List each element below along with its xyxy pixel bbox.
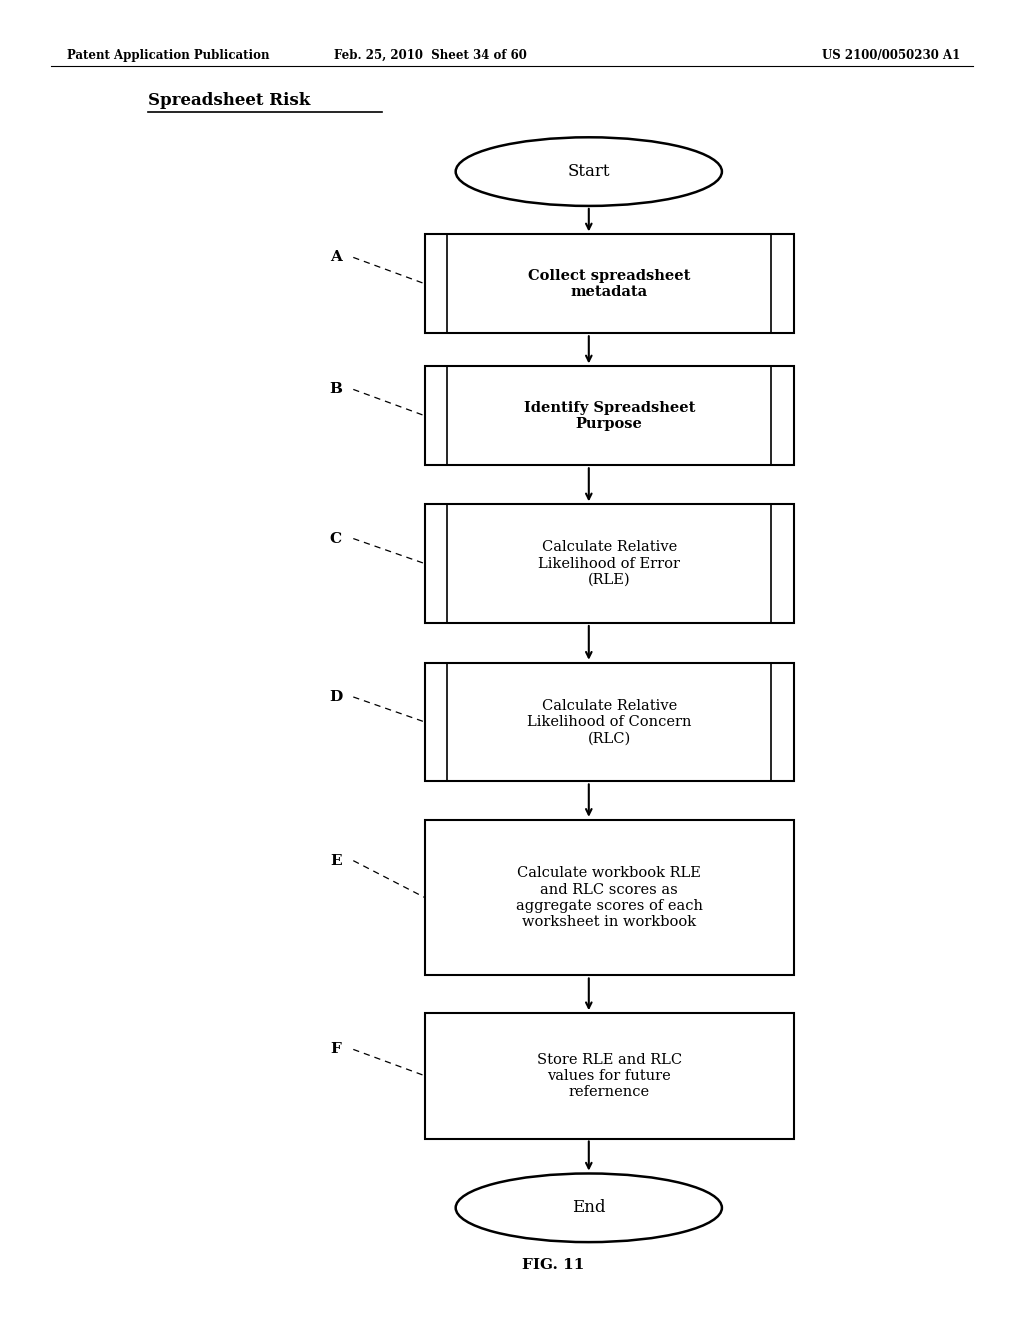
Text: A: A	[330, 251, 342, 264]
Text: B: B	[330, 383, 342, 396]
Text: C: C	[330, 532, 342, 545]
Text: Feb. 25, 2010  Sheet 34 of 60: Feb. 25, 2010 Sheet 34 of 60	[334, 49, 526, 62]
Text: Calculate Relative
Likelihood of Error
(RLE): Calculate Relative Likelihood of Error (…	[539, 540, 680, 587]
Text: Store RLE and RLC
values for future
refernence: Store RLE and RLC values for future refe…	[537, 1052, 682, 1100]
Text: FIG. 11: FIG. 11	[522, 1258, 584, 1271]
Text: Calculate Relative
Likelihood of Concern
(RLC): Calculate Relative Likelihood of Concern…	[527, 698, 691, 746]
Bar	[425, 663, 794, 781]
Text: End: End	[572, 1200, 605, 1216]
Text: Start: Start	[567, 164, 610, 180]
Bar	[425, 1014, 794, 1138]
Text: US 2100/0050230 A1: US 2100/0050230 A1	[821, 49, 961, 62]
Bar	[425, 504, 794, 623]
Text: D: D	[330, 690, 342, 704]
Text: E: E	[330, 854, 342, 867]
Bar	[425, 820, 794, 975]
Text: Patent Application Publication: Patent Application Publication	[67, 49, 269, 62]
Bar	[425, 235, 794, 333]
Text: Calculate workbook RLE
and RLC scores as
aggregate scores of each
worksheet in w: Calculate workbook RLE and RLC scores as…	[516, 866, 702, 929]
Text: F: F	[331, 1043, 341, 1056]
Text: Collect spreadsheet
metadata: Collect spreadsheet metadata	[528, 269, 690, 298]
Text: Identify Spreadsheet
Purpose: Identify Spreadsheet Purpose	[523, 401, 695, 430]
Text: Spreadsheet Risk: Spreadsheet Risk	[148, 92, 311, 108]
Bar	[425, 366, 794, 465]
